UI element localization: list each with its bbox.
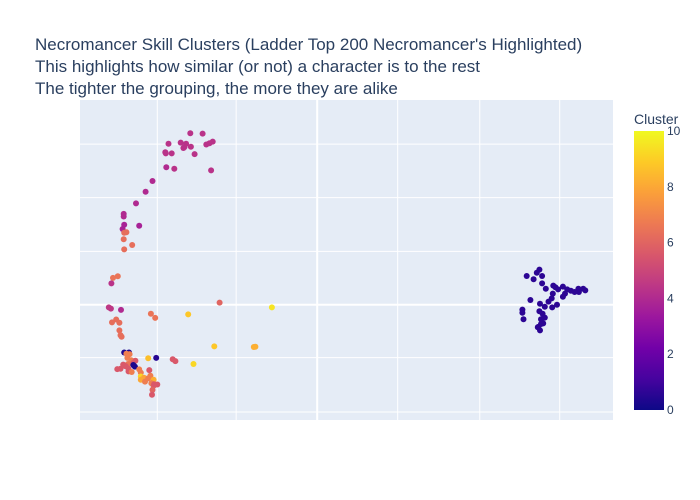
data-point[interactable] bbox=[211, 343, 218, 350]
data-point[interactable] bbox=[145, 355, 152, 362]
colorbar-tick-label: 2 bbox=[667, 347, 674, 361]
data-point[interactable] bbox=[105, 304, 112, 311]
colorbar: Cluster 0 2 4 6 8 10 bbox=[634, 111, 681, 417]
data-point[interactable] bbox=[527, 297, 534, 303]
data-point[interactable] bbox=[187, 143, 194, 150]
colorbar-tick-label: 10 bbox=[667, 124, 681, 138]
data-point[interactable] bbox=[153, 354, 160, 361]
data-point[interactable] bbox=[180, 145, 187, 151]
gridlines bbox=[80, 100, 613, 420]
data-point[interactable] bbox=[152, 314, 159, 321]
data-point[interactable] bbox=[114, 273, 121, 280]
data-point[interactable] bbox=[149, 391, 155, 398]
data-point[interactable] bbox=[555, 286, 562, 293]
data-point[interactable] bbox=[520, 316, 527, 323]
data-point[interactable] bbox=[549, 304, 556, 311]
data-point[interactable] bbox=[559, 283, 566, 290]
data-points bbox=[105, 130, 589, 398]
data-point[interactable] bbox=[120, 236, 127, 243]
data-point[interactable] bbox=[539, 280, 546, 287]
plot-area bbox=[80, 100, 613, 420]
data-point[interactable] bbox=[149, 178, 156, 184]
data-point[interactable] bbox=[136, 222, 143, 229]
data-point[interactable] bbox=[530, 276, 537, 283]
data-point[interactable] bbox=[537, 300, 543, 307]
data-point[interactable] bbox=[177, 139, 184, 146]
data-point[interactable] bbox=[116, 327, 123, 334]
data-point[interactable] bbox=[172, 358, 179, 365]
colorbar-tick-label: 6 bbox=[667, 236, 674, 250]
colorbar-tick-label: 0 bbox=[667, 403, 674, 417]
chart-title-line-2: This highlights how similar (or not) a c… bbox=[35, 57, 481, 76]
data-point[interactable] bbox=[191, 151, 198, 158]
data-point[interactable] bbox=[142, 188, 149, 195]
data-point[interactable] bbox=[110, 274, 116, 281]
data-point[interactable] bbox=[542, 285, 549, 292]
data-point[interactable] bbox=[185, 311, 192, 318]
data-point[interactable] bbox=[116, 319, 123, 326]
data-point[interactable] bbox=[199, 130, 206, 137]
data-point[interactable] bbox=[146, 367, 153, 374]
colorbar-ticks: 0 2 4 6 8 10 bbox=[667, 124, 681, 417]
data-point[interactable] bbox=[519, 309, 526, 316]
data-point[interactable] bbox=[536, 308, 543, 315]
data-point[interactable] bbox=[252, 343, 259, 350]
data-point[interactable] bbox=[554, 301, 560, 308]
chart-title: Necromancer Skill Clusters (Ladder Top 2… bbox=[35, 34, 582, 100]
data-point[interactable] bbox=[118, 306, 124, 313]
data-point[interactable] bbox=[208, 167, 215, 174]
data-point[interactable] bbox=[147, 310, 154, 317]
colorbar-title: Cluster bbox=[634, 111, 679, 127]
data-point[interactable] bbox=[187, 130, 194, 137]
data-point[interactable] bbox=[133, 200, 139, 207]
data-point[interactable] bbox=[559, 293, 566, 300]
data-point[interactable] bbox=[216, 299, 223, 306]
colorbar-bar bbox=[634, 131, 664, 410]
data-point[interactable] bbox=[114, 366, 121, 373]
data-point[interactable] bbox=[545, 298, 552, 305]
data-point[interactable] bbox=[142, 378, 148, 385]
data-point[interactable] bbox=[268, 304, 275, 311]
data-point[interactable] bbox=[575, 289, 582, 295]
data-point[interactable] bbox=[121, 246, 128, 253]
data-point[interactable] bbox=[118, 333, 125, 340]
data-point[interactable] bbox=[549, 290, 556, 297]
chart-title-line-1: Necromancer Skill Clusters (Ladder Top 2… bbox=[35, 35, 583, 54]
data-point[interactable] bbox=[162, 149, 169, 156]
data-point[interactable] bbox=[165, 140, 172, 147]
data-point[interactable] bbox=[120, 210, 127, 217]
data-point[interactable] bbox=[533, 269, 540, 276]
data-point[interactable] bbox=[121, 229, 128, 236]
data-point[interactable] bbox=[541, 314, 548, 321]
data-point[interactable] bbox=[151, 381, 158, 388]
chart-title-line-3: The tighter the grouping, the more they … bbox=[35, 79, 398, 98]
data-point[interactable] bbox=[168, 150, 175, 157]
data-point[interactable] bbox=[582, 287, 589, 294]
data-point[interactable] bbox=[523, 273, 530, 279]
data-point[interactable] bbox=[129, 242, 136, 248]
data-point[interactable] bbox=[109, 319, 115, 326]
data-point[interactable] bbox=[539, 273, 546, 279]
data-point[interactable] bbox=[149, 386, 156, 393]
data-point[interactable] bbox=[128, 369, 135, 375]
data-point[interactable] bbox=[534, 324, 541, 331]
colorbar-tick-label: 4 bbox=[667, 291, 674, 305]
data-point[interactable] bbox=[163, 164, 170, 171]
data-point[interactable] bbox=[108, 280, 115, 287]
data-point[interactable] bbox=[130, 362, 137, 368]
data-point[interactable] bbox=[190, 361, 197, 367]
data-point[interactable] bbox=[209, 138, 216, 145]
data-point[interactable] bbox=[571, 289, 578, 295]
data-point[interactable] bbox=[541, 303, 548, 310]
data-point[interactable] bbox=[171, 165, 178, 172]
colorbar-tick-label: 8 bbox=[667, 180, 674, 194]
